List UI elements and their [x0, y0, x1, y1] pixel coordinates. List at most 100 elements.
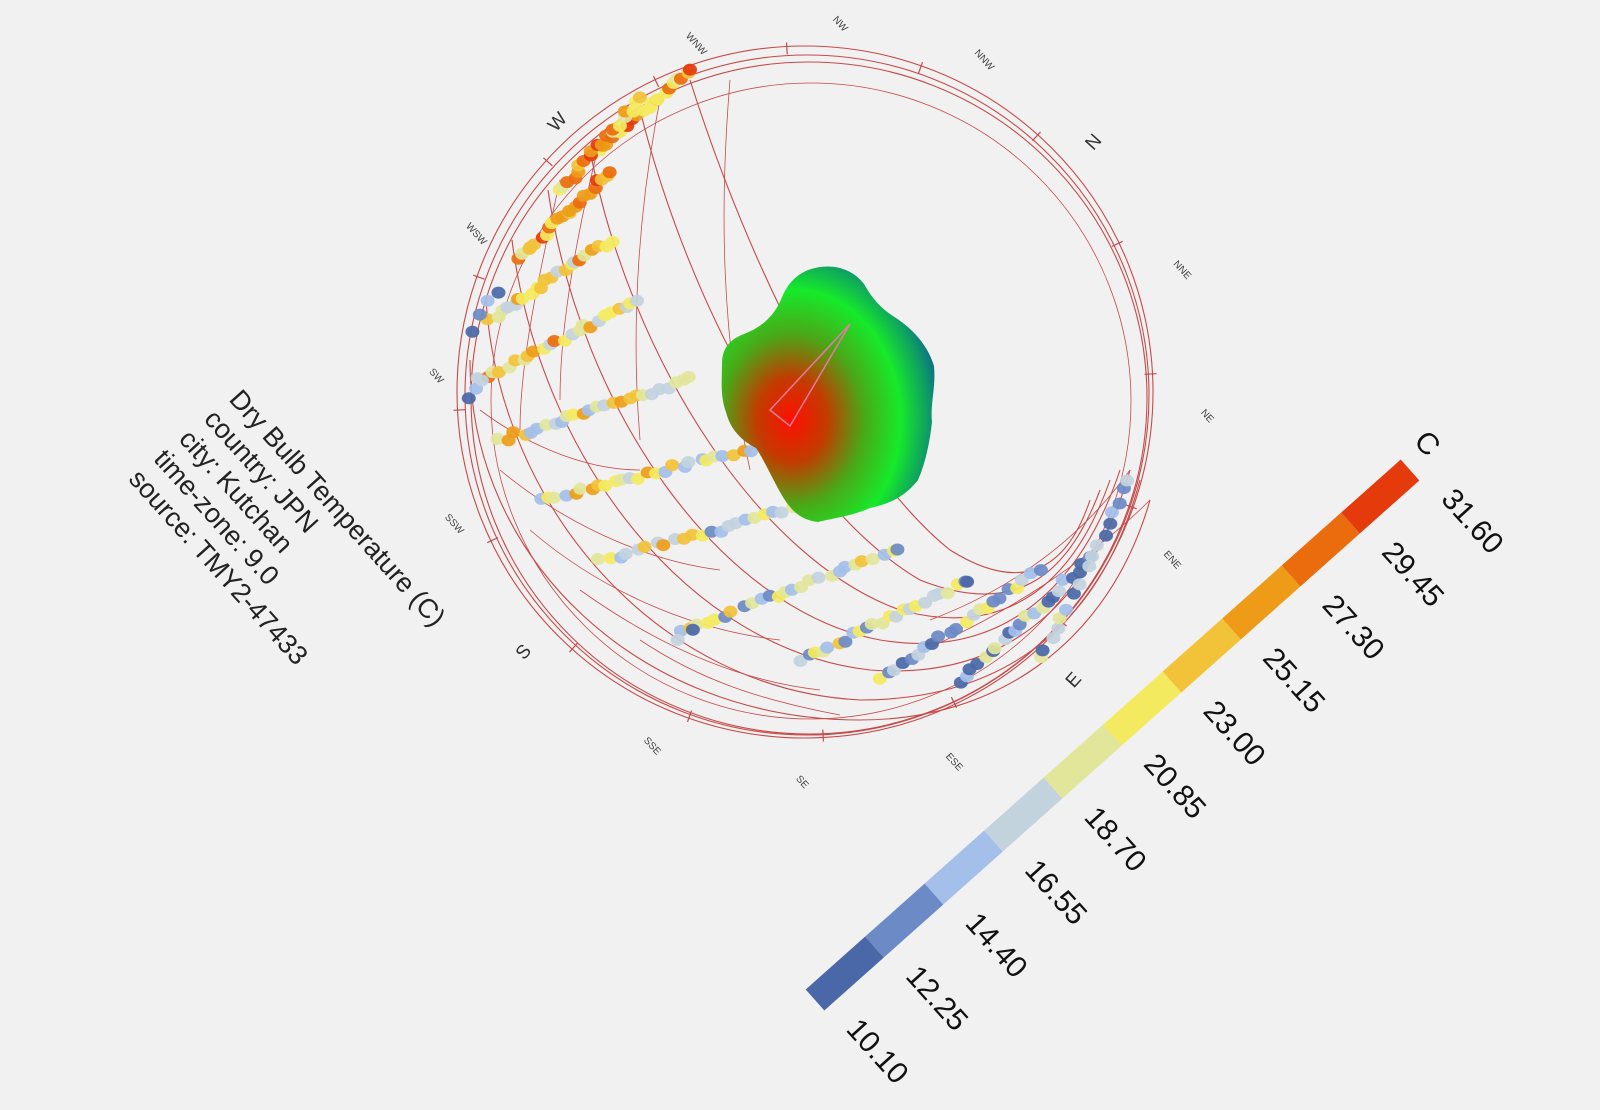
- compass-label-ne: NE: [1198, 407, 1216, 425]
- hour-point: [774, 506, 789, 519]
- compass-tick: [785, 42, 788, 55]
- legend-tick-label: 31.60: [1435, 483, 1510, 561]
- hour-point: [1089, 539, 1104, 552]
- compass-rings: [453, 42, 1157, 742]
- hour-point: [940, 587, 955, 600]
- sun-vector-arrow: [768, 323, 851, 428]
- hour-point: [665, 459, 680, 472]
- legend-swatch: [924, 830, 1003, 905]
- hour-point: [605, 235, 620, 248]
- compass-ring: [490, 82, 1132, 720]
- hour-point: [491, 366, 506, 379]
- hour-point: [726, 449, 741, 462]
- sun-path-hour-line: [929, 469, 1131, 621]
- hour-point: [865, 553, 880, 566]
- compass-ring: [456, 45, 1154, 739]
- hour-point: [681, 371, 696, 384]
- compass-tick: [453, 409, 466, 411]
- sun-path-hour-line: [639, 639, 841, 716]
- hour-point: [864, 617, 879, 630]
- hour-point: [1014, 573, 1029, 586]
- blob-surface: [721, 266, 935, 522]
- legend-swatch: [984, 777, 1063, 852]
- hour-point: [547, 335, 562, 348]
- legend-tick-label: 23.00: [1197, 695, 1272, 773]
- legend-tick-label: 18.70: [1078, 801, 1153, 879]
- legend-swatch: [1281, 512, 1360, 587]
- hour-point: [685, 623, 700, 636]
- legend-unit-label: C: [1408, 425, 1447, 463]
- hour-point: [872, 672, 887, 685]
- compass-tick: [569, 642, 578, 653]
- legend-tick-label: 27.30: [1316, 589, 1391, 667]
- legend-tick-label: 10.10: [840, 1013, 915, 1091]
- hour-point: [480, 294, 495, 307]
- compass-label-sw: SW: [426, 367, 445, 387]
- compass-label-sse: SSE: [641, 735, 663, 757]
- legend-tick-label: 20.85: [1137, 748, 1212, 826]
- hour-point: [632, 91, 647, 104]
- compass-tick: [1144, 373, 1157, 375]
- sun-path-hour-line: [579, 589, 821, 691]
- hour-point: [743, 445, 758, 458]
- hour-point: [603, 552, 618, 565]
- hour-point: [630, 294, 645, 307]
- legend-tick-labels: 10.1012.2514.4016.5518.7020.8523.0025.15…: [840, 483, 1510, 1091]
- hour-point: [681, 456, 696, 469]
- radiation-blob: [721, 266, 935, 522]
- sun-path-hour-line: [499, 469, 721, 571]
- hour-point: [723, 605, 738, 618]
- sun-path-day-arc: [485, 299, 1141, 701]
- hour-point: [820, 641, 835, 654]
- hour-point: [1103, 517, 1118, 530]
- compass-label-wsw: WSW: [463, 221, 489, 248]
- legend-tick-label: 16.55: [1018, 854, 1093, 932]
- hour-point: [630, 472, 645, 485]
- legend-swatch: [865, 883, 944, 958]
- hour-point: [1104, 506, 1119, 519]
- sun-path-hour-line: [479, 409, 641, 471]
- compass-tick: [543, 157, 553, 167]
- compass-label-se: SE: [793, 774, 810, 792]
- legend-tick-label: 14.40: [959, 907, 1034, 985]
- compass-label-ssw: SSW: [442, 512, 466, 537]
- legend-tick-label: 29.45: [1375, 536, 1450, 614]
- hour-point: [526, 345, 541, 358]
- info-block: Dry Bulb Temperature (C) country: JPN ci…: [123, 384, 451, 671]
- hour-point: [811, 571, 826, 584]
- compass-label-nnw: NNW: [972, 48, 997, 74]
- legend-swatch: [805, 936, 884, 1011]
- legend-color-bar: [805, 459, 1420, 1011]
- sun-path-day-arc: [689, 79, 1091, 574]
- hour-point: [1035, 644, 1050, 657]
- hour-point: [931, 630, 946, 643]
- hour-point: [566, 408, 581, 421]
- hour-point: [949, 622, 964, 635]
- hour-point: [465, 325, 480, 338]
- hour-point: [970, 658, 985, 671]
- hour-point: [461, 392, 476, 405]
- hour-point: [618, 547, 633, 560]
- hour-point: [890, 543, 905, 556]
- hour-point: [707, 613, 722, 626]
- compass-tick: [1125, 504, 1138, 510]
- hour-point: [715, 449, 730, 462]
- hourly-temperature-points: [461, 63, 1135, 689]
- hour-point: [1051, 585, 1066, 598]
- hour-point: [590, 552, 605, 565]
- hour-point: [602, 166, 617, 179]
- hour-point: [637, 540, 652, 553]
- hour-point: [491, 286, 506, 299]
- compass-tick: [822, 729, 825, 742]
- legend-tick-label: 25.15: [1256, 642, 1331, 720]
- hour-point: [1051, 622, 1066, 635]
- hour-point: [960, 575, 975, 588]
- hour-point: [656, 539, 671, 552]
- legend-swatch: [1222, 565, 1301, 640]
- hour-point: [992, 592, 1007, 605]
- hour-point: [1033, 564, 1048, 577]
- sun-path-day-arc: [589, 149, 1111, 619]
- temperature-legend: 10.1012.2514.4016.5518.7020.8523.0025.15…: [805, 425, 1510, 1091]
- legend-swatch: [1043, 724, 1122, 799]
